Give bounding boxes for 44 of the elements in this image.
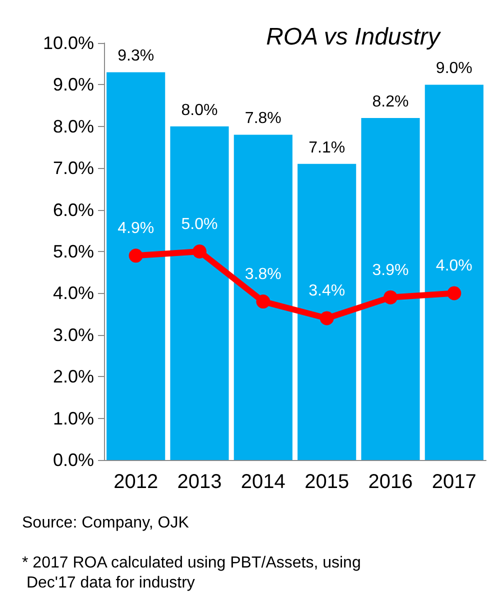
data-label: 4.0%	[436, 258, 472, 275]
bar	[424, 84, 484, 460]
y-tick-label: 2.0%	[52, 366, 94, 387]
bar	[298, 164, 356, 460]
x-tick-label: 2017	[432, 471, 476, 493]
y-tick-label: 0.0%	[52, 450, 94, 470]
data-label: 9.3%	[118, 48, 154, 65]
bar	[234, 134, 292, 460]
y-tick-label: 8.0%	[52, 116, 94, 136]
point	[128, 248, 143, 263]
y-tick-label: 5.0%	[52, 242, 94, 262]
y-tick-label: 10.0%	[42, 33, 94, 53]
x-tick-label: 2015	[304, 471, 350, 493]
point	[192, 244, 206, 258]
point	[256, 294, 270, 309]
y-tick-label: 6.0%	[52, 200, 94, 220]
data-label: 7.1%	[308, 139, 346, 156]
x-tick-label: 2014	[240, 471, 286, 493]
x-tick-label: 2016	[368, 471, 413, 493]
source-note: Source: Company, OJK	[22, 514, 190, 532]
data-label: 3.9%	[372, 262, 409, 279]
data-label: 4.9%	[118, 220, 154, 238]
point	[320, 311, 334, 326]
data-label: 7.8%	[244, 110, 282, 128]
data-label: 9.0%	[436, 60, 472, 78]
data-label: 8.0%	[181, 102, 218, 119]
x-tick-label: 2013	[177, 471, 222, 493]
x-tick-label: 2012	[114, 471, 158, 493]
y-tick-label: 7.0%	[52, 158, 94, 178]
data-label: 5.0%	[181, 216, 218, 233]
chart-title: ROA vs Industry	[266, 24, 442, 50]
bar	[170, 126, 229, 460]
data-label: 8.2%	[372, 94, 409, 111]
data-label: 3.8%	[244, 266, 282, 284]
y-tick-label: 9.0%	[52, 74, 94, 95]
y-tick-label: 1.0%	[52, 408, 94, 428]
y-tick-label: 4.0%	[52, 283, 94, 304]
text: * 2017 ROA calculated using PBT/Assets, using Dec'17 data for industry	[22, 554, 361, 592]
y-tick-label: 3.0%	[52, 324, 94, 345]
data-label: 3.4%	[308, 282, 346, 300]
point	[447, 286, 462, 300]
bar	[106, 72, 166, 460]
point	[384, 290, 398, 304]
bar	[361, 118, 420, 460]
